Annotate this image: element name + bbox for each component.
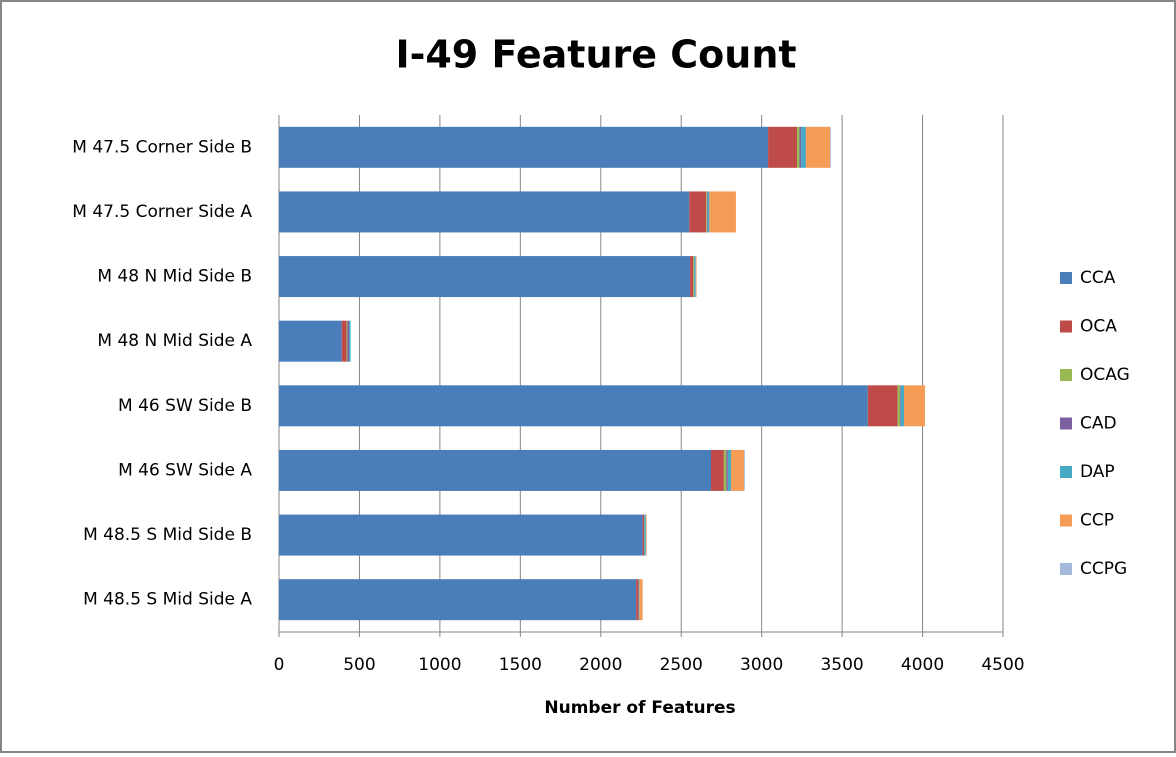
legend-label: CCPG — [1080, 559, 1127, 579]
bar-segment — [768, 126, 798, 168]
bar-segment — [727, 449, 732, 491]
x-tick-label: 1000 — [418, 655, 461, 675]
x-tick-label: 2000 — [579, 655, 622, 675]
y-tick-label: M 48.5 S Mid Side B — [83, 525, 252, 545]
legend-label: CAD — [1080, 414, 1117, 434]
bar-segment — [279, 256, 691, 298]
legend-label: CCP — [1080, 511, 1114, 531]
y-tick-label: M 47.5 Corner Side B — [72, 137, 252, 157]
bar-segment — [709, 191, 736, 233]
bar-segment — [695, 256, 697, 298]
y-tick-label: M 48 N Mid Side B — [97, 267, 252, 287]
bar-segment — [694, 256, 696, 298]
bar-segment — [867, 385, 898, 427]
bar-segment — [690, 256, 694, 298]
legend-label: OCA — [1080, 317, 1117, 337]
bar-segment — [279, 126, 769, 168]
x-tick-label: 1500 — [499, 655, 542, 675]
bar-segment — [279, 579, 637, 621]
x-tick-label: 2500 — [660, 655, 703, 675]
x-tick-label: 4500 — [981, 655, 1024, 675]
bar-segment — [723, 449, 727, 491]
y-tick-label: M 47.5 Corner Side A — [72, 202, 252, 222]
x-tick-label: 0 — [274, 655, 285, 675]
bar-segment — [904, 385, 925, 427]
legend-swatch — [1060, 272, 1072, 284]
bar-segment — [706, 191, 707, 233]
bar-segment — [731, 449, 744, 491]
bar-segment — [799, 126, 802, 168]
bar-segment — [707, 191, 710, 233]
x-axis-label: Number of Features — [544, 698, 735, 718]
bar-segment — [279, 191, 690, 233]
bar-segment — [689, 191, 707, 233]
bar-segment — [642, 514, 645, 556]
bar-segment — [645, 514, 647, 556]
legend-swatch — [1060, 417, 1072, 430]
bar-segment — [897, 385, 901, 427]
bar-segment — [341, 320, 347, 362]
y-tick-label: M 48.5 S Mid Side A — [83, 590, 252, 610]
bar-segment — [726, 449, 728, 491]
bar-segment — [348, 320, 351, 362]
legend-label: DAP — [1080, 462, 1115, 482]
x-tick-label: 4000 — [901, 655, 944, 675]
bar-segment — [801, 126, 806, 168]
legend-swatch — [1060, 563, 1072, 575]
bar-segment — [830, 126, 831, 168]
bar-segment — [638, 579, 640, 621]
bar-segment — [346, 320, 348, 362]
legend-label: CCA — [1080, 268, 1116, 288]
bar-segment — [279, 320, 342, 362]
bar-segment — [279, 514, 643, 556]
x-tick-label: 500 — [343, 655, 375, 675]
legend-swatch — [1060, 320, 1072, 333]
x-tick-label: 3500 — [820, 655, 863, 675]
bar-segment — [693, 256, 695, 298]
x-tick-label: 3000 — [740, 655, 783, 675]
bar-segment — [805, 126, 831, 168]
bar-segment — [710, 449, 724, 491]
bar-segment — [743, 449, 745, 491]
bar-segment — [900, 385, 905, 427]
bar-segment — [644, 514, 646, 556]
y-tick-label: M 46 SW Side A — [118, 460, 252, 480]
chart-title: I-49 Feature Count — [395, 33, 796, 77]
legend-swatch — [1060, 369, 1072, 381]
bar-segment — [639, 579, 643, 621]
bar-segment — [900, 385, 901, 427]
bar-segment — [636, 579, 639, 621]
bar-segment — [797, 126, 800, 168]
legend-label: OCAG — [1080, 365, 1130, 385]
legend-swatch — [1060, 514, 1072, 527]
bar-segment — [279, 385, 868, 427]
legend-swatch — [1060, 466, 1072, 478]
y-tick-label: M 46 SW Side B — [118, 396, 252, 416]
bar-segment — [279, 449, 711, 491]
bar-segment — [347, 320, 349, 362]
y-tick-label: M 48 N Mid Side A — [97, 331, 252, 351]
bar-segment — [706, 191, 708, 233]
